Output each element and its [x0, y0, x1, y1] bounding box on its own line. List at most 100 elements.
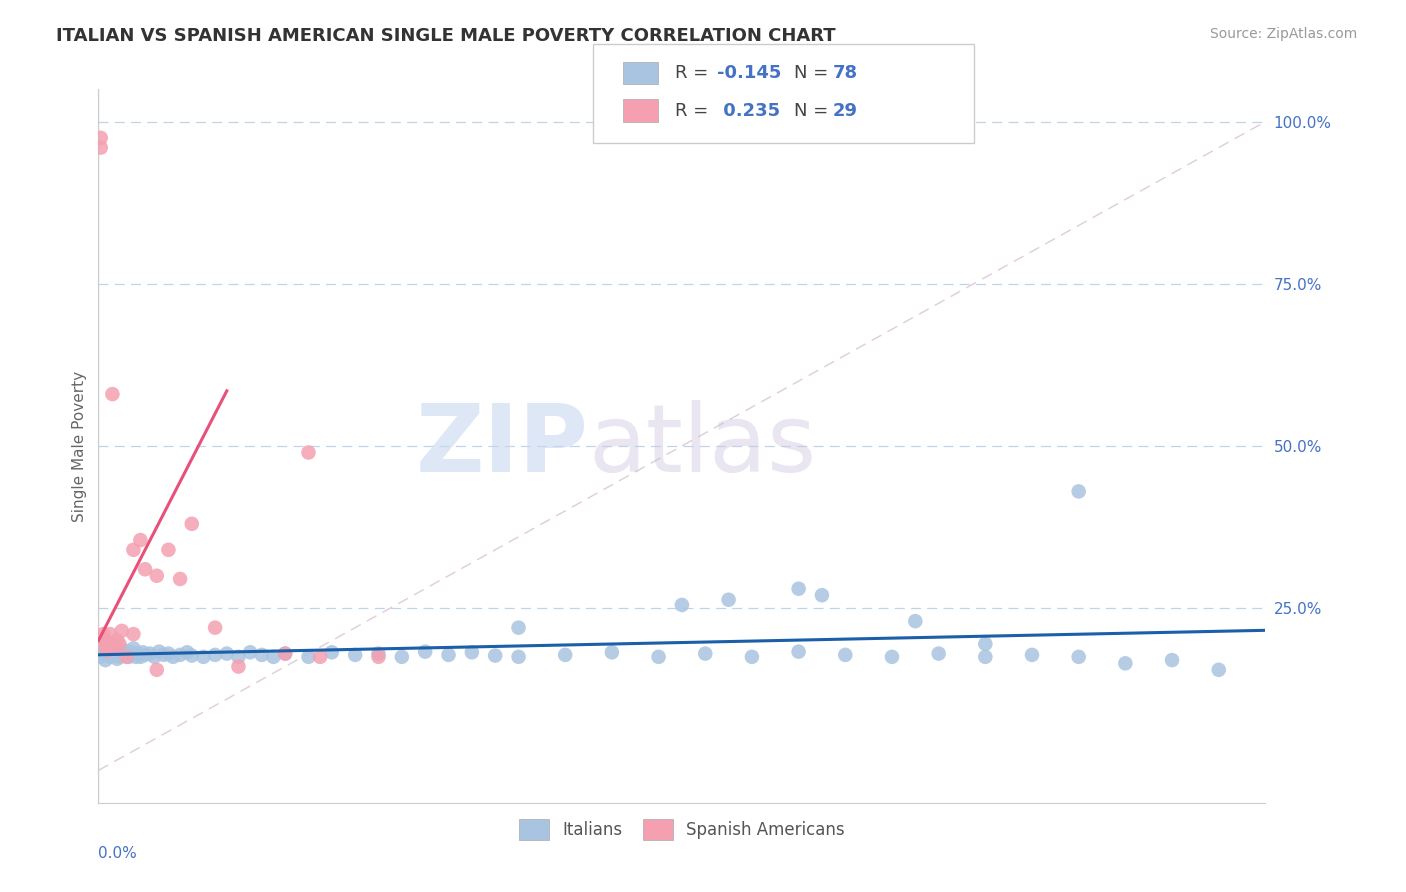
- Point: [122, 627, 145, 641]
- Point: [904, 614, 927, 628]
- Point: [344, 648, 367, 662]
- Point: [108, 637, 131, 651]
- Point: [974, 637, 997, 651]
- Point: [321, 645, 343, 659]
- Point: [143, 649, 166, 664]
- Point: [115, 649, 138, 664]
- Point: [228, 659, 250, 673]
- Point: [90, 649, 112, 664]
- Point: [91, 645, 114, 659]
- Point: [111, 624, 134, 638]
- Point: [97, 637, 120, 651]
- Point: [129, 533, 152, 547]
- Point: [695, 647, 717, 661]
- Point: [108, 649, 131, 664]
- Point: [98, 643, 121, 657]
- Point: [94, 633, 117, 648]
- Point: [146, 568, 169, 582]
- Point: [391, 649, 413, 664]
- Text: 78: 78: [832, 64, 858, 82]
- Point: [98, 649, 121, 664]
- Point: [834, 648, 856, 662]
- Point: [508, 621, 530, 635]
- Point: [367, 649, 389, 664]
- Point: [112, 643, 135, 657]
- Point: [157, 542, 180, 557]
- Point: [98, 627, 121, 641]
- Text: 29: 29: [832, 102, 858, 120]
- Text: R =: R =: [675, 64, 714, 82]
- Point: [111, 645, 134, 659]
- Point: [101, 645, 124, 659]
- Text: N =: N =: [794, 102, 834, 120]
- Point: [94, 641, 117, 656]
- Point: [104, 648, 127, 663]
- Point: [928, 647, 950, 661]
- Point: [1067, 649, 1090, 664]
- Point: [647, 649, 669, 664]
- Point: [309, 649, 332, 664]
- Point: [105, 652, 128, 666]
- Point: [671, 598, 693, 612]
- Point: [176, 645, 198, 659]
- Legend: Italians, Spanish Americans: Italians, Spanish Americans: [510, 811, 853, 848]
- Point: [162, 649, 184, 664]
- Point: [811, 588, 834, 602]
- Point: [120, 645, 142, 659]
- Point: [105, 633, 128, 648]
- Point: [97, 639, 120, 653]
- Point: [508, 649, 530, 664]
- Text: Source: ZipAtlas.com: Source: ZipAtlas.com: [1209, 27, 1357, 41]
- Point: [97, 643, 120, 657]
- Point: [104, 641, 127, 656]
- Point: [91, 627, 114, 641]
- Point: [1208, 663, 1230, 677]
- Point: [180, 516, 202, 531]
- Point: [1114, 657, 1136, 671]
- Point: [1161, 653, 1184, 667]
- Point: [129, 649, 152, 664]
- Text: 0.235: 0.235: [717, 102, 780, 120]
- Point: [127, 647, 149, 661]
- Point: [134, 648, 156, 662]
- Point: [105, 647, 128, 661]
- Point: [111, 648, 134, 662]
- Text: R =: R =: [675, 102, 714, 120]
- Text: ITALIAN VS SPANISH AMERICAN SINGLE MALE POVERTY CORRELATION CHART: ITALIAN VS SPANISH AMERICAN SINGLE MALE …: [56, 27, 835, 45]
- Point: [367, 647, 389, 661]
- Point: [104, 640, 127, 654]
- Point: [169, 648, 191, 662]
- Point: [94, 640, 117, 654]
- Point: [101, 387, 124, 401]
- Point: [169, 572, 191, 586]
- Point: [180, 648, 202, 663]
- Point: [134, 562, 156, 576]
- Point: [228, 649, 250, 664]
- Point: [215, 647, 238, 661]
- Point: [157, 647, 180, 661]
- Point: [148, 645, 170, 659]
- Text: -0.145: -0.145: [717, 64, 782, 82]
- Point: [437, 648, 460, 662]
- Point: [741, 649, 763, 664]
- Point: [204, 621, 226, 635]
- Point: [90, 131, 112, 145]
- Point: [600, 645, 623, 659]
- Point: [274, 647, 297, 661]
- Point: [146, 663, 169, 677]
- Point: [484, 648, 506, 663]
- Point: [152, 648, 174, 662]
- Point: [297, 445, 319, 459]
- Point: [787, 645, 810, 659]
- Point: [101, 640, 124, 654]
- Point: [262, 649, 284, 664]
- Point: [125, 649, 148, 664]
- Text: ZIP: ZIP: [416, 400, 589, 492]
- Point: [274, 647, 297, 661]
- Point: [204, 648, 226, 662]
- Point: [787, 582, 810, 596]
- Text: N =: N =: [794, 64, 834, 82]
- Point: [97, 648, 120, 662]
- Point: [122, 542, 145, 557]
- Point: [122, 641, 145, 656]
